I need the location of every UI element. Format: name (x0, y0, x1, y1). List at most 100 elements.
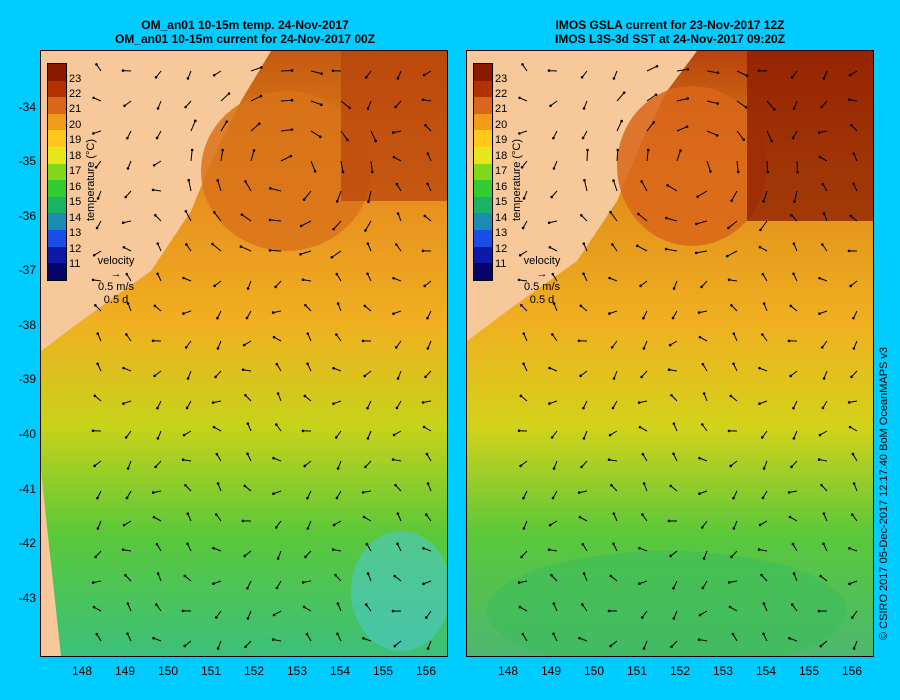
right-panel-title: IMOS GSLA current for 23-Nov-2017 12Z IM… (465, 18, 875, 46)
current-arrow-head (246, 586, 249, 590)
current-arrow (706, 100, 718, 104)
current-arrow-head (156, 272, 159, 276)
current-arrow-head (96, 362, 99, 366)
cbar-tick: 22 (495, 88, 508, 100)
current-arrow (850, 215, 858, 222)
current-arrow (157, 243, 162, 252)
current-arrow (394, 640, 402, 647)
current-arrow-head (365, 542, 369, 546)
current-arrow-head (757, 69, 761, 73)
current-arrow (310, 130, 321, 138)
current-arrow-head (426, 182, 429, 186)
left-map-panel: 23 22 21 20 19 18 17 16 15 14 13 12 11 t… (40, 50, 448, 657)
current-arrow-head (306, 527, 310, 530)
current-arrow (736, 70, 748, 77)
current-arrow-head (702, 557, 706, 560)
current-arrow (280, 99, 293, 102)
current-arrow-head (848, 582, 851, 586)
current-arrow (821, 484, 828, 492)
current-arrow-head (424, 375, 427, 379)
current-arrow (793, 243, 798, 252)
current-arrow-head (672, 422, 676, 425)
current-arrow (157, 430, 162, 439)
current-arrow (310, 160, 316, 172)
current-arrow-head (123, 104, 126, 108)
current-arrow (579, 516, 588, 522)
current-arrow (97, 333, 102, 342)
current-arrow (423, 426, 432, 432)
current-arrow (275, 280, 282, 288)
lon-label: 156 (415, 664, 437, 678)
current-arrow-head (290, 98, 294, 102)
current-arrow (701, 280, 708, 288)
current-arrow-head (793, 200, 796, 204)
cbar-tick: 21 (69, 103, 82, 115)
current-arrow (759, 400, 768, 405)
current-arrow-head (611, 243, 614, 246)
current-arrow-head (394, 346, 398, 349)
current-arrow (395, 100, 402, 108)
current-arrow (762, 490, 768, 499)
current-arrow-head (581, 136, 585, 140)
current-arrow (519, 580, 528, 584)
current-arrow-head (551, 272, 555, 276)
current-arrow-head (121, 69, 125, 72)
current-arrow (333, 549, 342, 552)
current-arrow-head (212, 73, 216, 77)
current-arrow-head (716, 71, 720, 75)
current-arrow (424, 215, 432, 222)
current-arrow-head (96, 496, 99, 500)
current-arrow-head (616, 148, 620, 152)
velocity-arrow-icon: → (110, 268, 122, 280)
current-arrow-head (818, 155, 822, 159)
current-arrow-head (580, 76, 584, 79)
current-arrow-head (393, 574, 397, 578)
current-arrow-head (761, 333, 764, 336)
current-arrow-head (580, 214, 583, 217)
current-arrow (733, 363, 738, 372)
current-arrow (127, 460, 132, 469)
current-arrow (186, 400, 192, 409)
current-arrow-head (212, 210, 216, 214)
current-arrow (305, 304, 312, 312)
current-arrow-head (190, 148, 194, 152)
current-arrow-head (391, 458, 395, 461)
current-arrow (247, 280, 252, 289)
current-arrow (213, 70, 222, 76)
current-arrow-head (669, 554, 673, 558)
current-arrow (217, 483, 222, 492)
current-arrow-head (732, 362, 735, 366)
current-arrow (581, 70, 588, 78)
current-arrow-head (583, 178, 586, 182)
current-arrow-head (818, 276, 821, 280)
current-arrow-head (364, 465, 367, 469)
current-arrow (642, 310, 648, 319)
cbar-tick: 16 (69, 181, 82, 193)
current-arrow-head (847, 98, 851, 102)
current-arrow (244, 485, 252, 492)
current-arrow-head (552, 302, 556, 305)
current-arrow-head (852, 152, 856, 155)
current-arrow-head (664, 247, 668, 251)
current-arrow (280, 69, 293, 72)
current-arrow-head (422, 546, 425, 550)
current-arrow-head (426, 316, 429, 320)
current-arrow-head (792, 272, 795, 276)
current-arrow (761, 334, 768, 342)
left-title-line2: OM_an01 10-15m current for 24-Nov-2017 0… (114, 32, 376, 46)
current-arrow (95, 304, 102, 312)
colorbar-segment (474, 80, 492, 98)
current-arrow-head (521, 226, 525, 230)
current-arrow (273, 610, 282, 616)
current-arrow (551, 430, 558, 438)
current-arrow (127, 633, 132, 642)
current-arrow (853, 310, 858, 319)
current-arrow (639, 426, 648, 432)
current-arrow (853, 340, 858, 349)
current-arrow (853, 183, 858, 192)
current-arrow (247, 610, 252, 619)
current-arrow-head (336, 632, 339, 636)
current-arrow-head (268, 249, 272, 252)
current-arrow-head (153, 304, 157, 308)
current-arrow-head (363, 374, 367, 378)
